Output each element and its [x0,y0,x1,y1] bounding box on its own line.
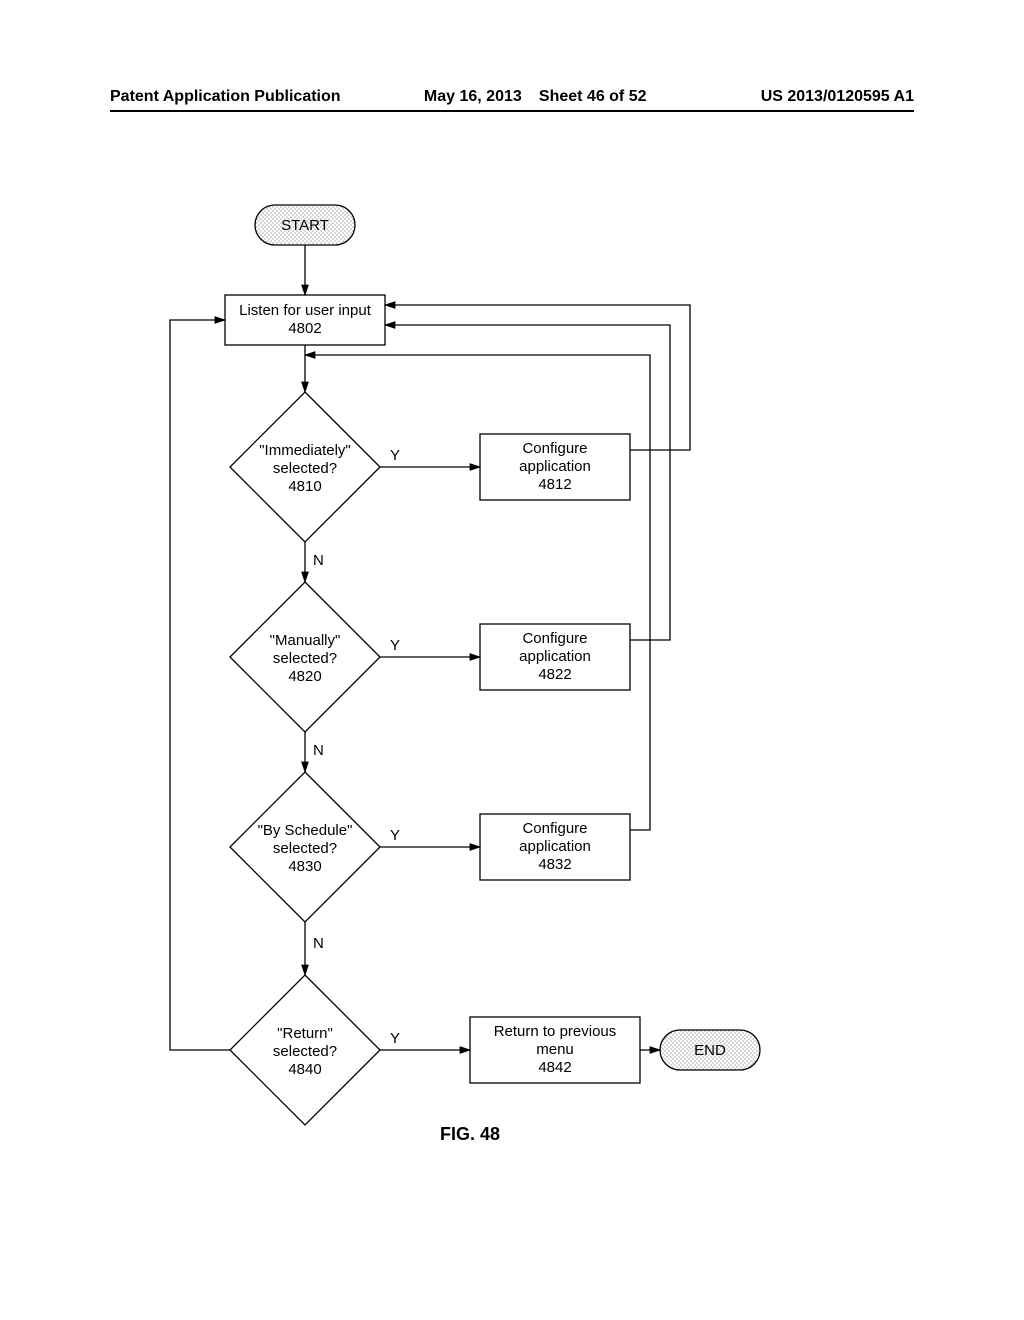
listen-line1: Listen for user input [239,302,372,319]
return-node: Return to previous menu 4842 [470,1017,640,1083]
d2-yes: Y [390,637,400,654]
ret-line3: 4842 [538,1059,571,1076]
configure-2: Configure application 4822 [480,624,630,690]
ret-line1: Return to previous [494,1023,617,1040]
d3-no: N [313,935,324,952]
d3-line2: selected? [273,840,337,857]
start-label: START [281,217,329,234]
decision-1: "Immediately" selected? 4810 [230,392,380,542]
edge-cfg3-loop [305,355,650,830]
d4-yes: Y [390,1030,400,1047]
d1-line1: "Immediately" [259,442,351,459]
cfg2-line1: Configure [522,630,587,647]
configure-3: Configure application 4832 [480,814,630,880]
cfg2-line2: application [519,648,591,665]
page-header: Patent Application Publication May 16, 2… [110,88,914,112]
listen-node: Listen for user input 4802 [225,295,385,345]
edge-d4-loop [170,320,230,1050]
header-sheet: Sheet 46 of 52 [539,88,647,106]
d1-yes: Y [390,447,400,464]
d3-yes: Y [390,827,400,844]
end-node: END [660,1030,760,1070]
cfg2-line3: 4822 [538,666,571,683]
decision-4: "Return" selected? 4840 [230,975,380,1125]
d4-line2: selected? [273,1043,337,1060]
cfg3-line2: application [519,838,591,855]
d3-line3: 4830 [288,858,321,875]
configure-1: Configure application 4812 [480,434,630,500]
cfg3-line3: 4832 [538,856,571,873]
cfg1-line2: application [519,458,591,475]
decision-2: "Manually" selected? 4820 [230,582,380,732]
page: Patent Application Publication May 16, 2… [0,0,1024,1320]
listen-line2: 4802 [288,320,321,337]
d4-line3: 4840 [288,1061,321,1078]
decision-3: "By Schedule" selected? 4830 [230,772,380,922]
ret-line2: menu [536,1041,574,1058]
d2-line3: 4820 [288,668,321,685]
d1-line3: 4810 [288,478,321,495]
d1-no: N [313,552,324,569]
figure-label: FIG. 48 [440,1124,500,1144]
d1-line2: selected? [273,460,337,477]
d3-line1: "By Schedule" [258,822,353,839]
edge-cfg1-loop [385,305,690,450]
header-publication: Patent Application Publication [110,88,341,106]
start-node: START [255,205,355,245]
flowchart: START Listen for user input 4802 "Immedi… [0,130,1024,1230]
header-number: US 2013/0120595 A1 [761,88,914,106]
cfg1-line1: Configure [522,440,587,457]
d2-line2: selected? [273,650,337,667]
d4-line1: "Return" [277,1025,333,1042]
cfg1-line3: 4812 [538,476,571,493]
d2-line1: "Manually" [270,632,341,649]
header-date: May 16, 2013 [424,88,522,106]
cfg3-line1: Configure [522,820,587,837]
end-label: END [694,1042,726,1059]
d2-no: N [313,742,324,759]
